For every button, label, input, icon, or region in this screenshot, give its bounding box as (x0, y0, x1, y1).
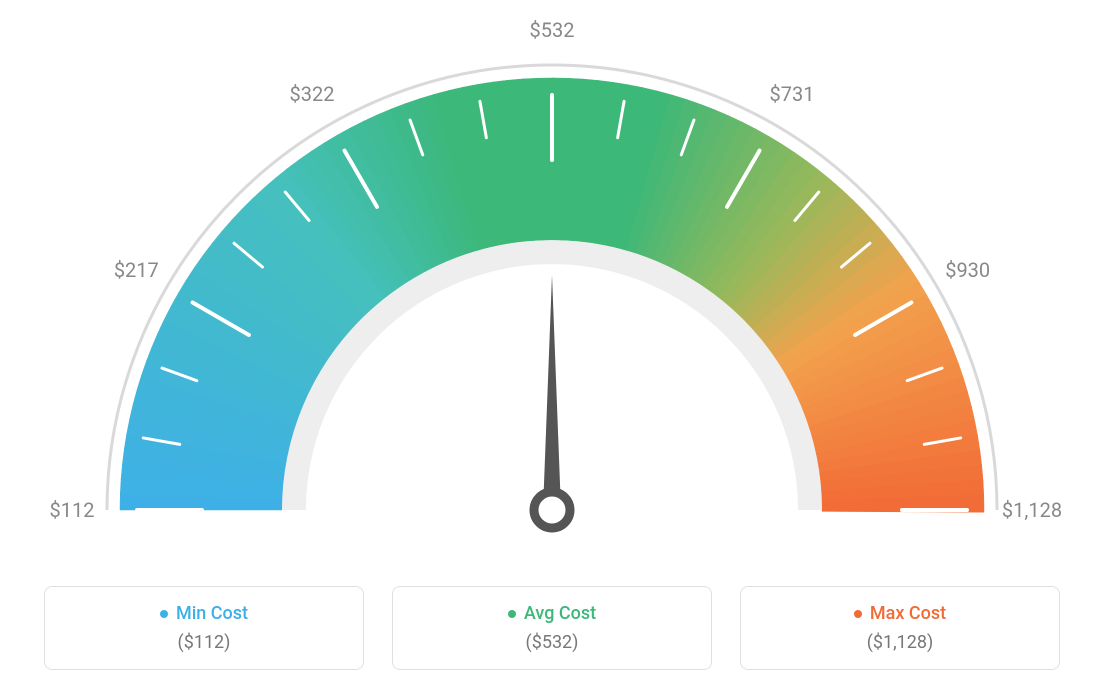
legend-label-min: Min Cost (65, 603, 343, 624)
tick-label: $731 (770, 82, 815, 106)
legend-avg-value: ($532) (413, 632, 691, 653)
tick-label: $112 (50, 498, 95, 522)
gauge-container: $112 $217 $322 $532 $731 $930 $1,128 (0, 0, 1104, 560)
tick-label: $217 (114, 258, 159, 282)
legend-card-avg: Avg Cost ($532) (392, 586, 712, 670)
gauge-chart (0, 0, 1104, 560)
legend-min-value: ($112) (65, 632, 343, 653)
legend-row: Min Cost ($112) Avg Cost ($532) Max Cost… (0, 586, 1104, 670)
legend-avg-text: Avg Cost (524, 603, 596, 624)
legend-max-value: ($1,128) (761, 632, 1039, 653)
tick-label: $322 (290, 82, 335, 106)
legend-min-text: Min Cost (176, 603, 248, 624)
dot-icon (854, 610, 862, 618)
tick-label: $930 (945, 258, 990, 282)
dot-icon (160, 610, 168, 618)
legend-card-max: Max Cost ($1,128) (740, 586, 1060, 670)
legend-label-avg: Avg Cost (413, 603, 691, 624)
tick-label: $532 (530, 18, 575, 42)
legend-max-text: Max Cost (870, 603, 946, 624)
legend-label-max: Max Cost (761, 603, 1039, 624)
legend-card-min: Min Cost ($112) (44, 586, 364, 670)
tick-label: $1,128 (1002, 498, 1062, 522)
dot-icon (508, 610, 516, 618)
